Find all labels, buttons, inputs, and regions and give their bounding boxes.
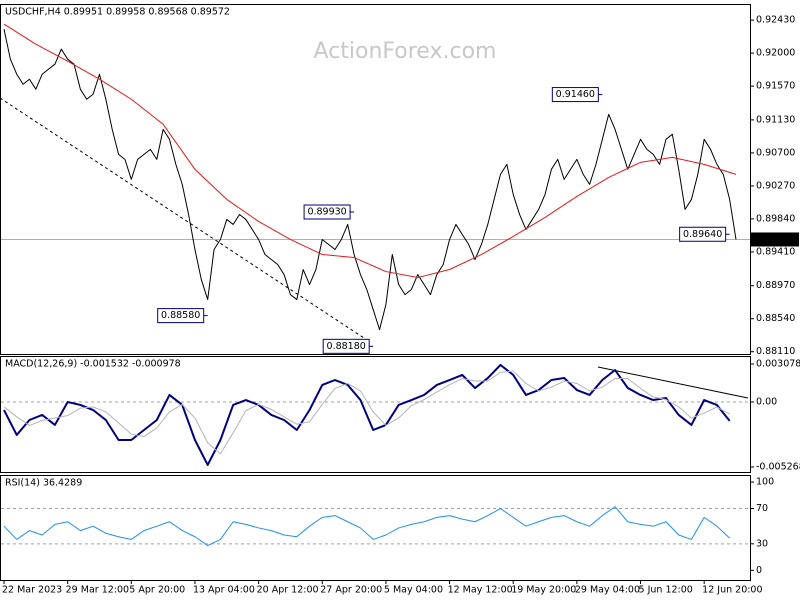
annotation-label: 0.89640	[683, 229, 722, 240]
x-tick-label: 29 May 04:00	[575, 585, 640, 596]
y-tick-label: 0.90270	[756, 180, 795, 191]
y-tick-label: 0.91130	[756, 114, 795, 125]
y-tick-label: 30	[756, 538, 768, 549]
annotation-label: 0.88180	[327, 341, 366, 352]
panel-title: MACD(12,26,9) -0.001532 -0.000978	[5, 359, 181, 370]
y-tick-label: 0.003078	[756, 358, 800, 369]
x-tick-label: 20 Apr 12:00	[257, 585, 319, 596]
y-tick-label: 0.92000	[756, 48, 795, 59]
panel-title: USDCHF,H4 0.89951 0.89958 0.89568 0.8957…	[5, 7, 230, 18]
macd-panel	[0, 356, 751, 473]
panel-title: RSI(14) 36.4289	[5, 478, 82, 489]
current-price-box	[751, 232, 799, 247]
price-panel	[0, 4, 751, 355]
rsi-panel	[0, 475, 751, 581]
y-tick-label: 0.00	[756, 396, 777, 407]
x-tick-label: 12 May 12:00	[448, 585, 513, 596]
y-tick-label: 0.89410	[756, 246, 795, 257]
x-tick-label: 5 May 04:00	[384, 585, 443, 596]
watermark: ActionForex.com	[314, 39, 497, 64]
trend-line	[0, 97, 371, 343]
series-line	[3, 506, 730, 547]
y-tick-label: 0.89840	[756, 213, 795, 224]
y-tick-label: 0.88970	[756, 280, 795, 291]
y-tick-label: -0.005268	[756, 462, 800, 473]
y-tick-label: 100	[756, 477, 774, 488]
series-line	[3, 363, 731, 466]
x-tick-label: 12 Jun 20:00	[702, 585, 762, 596]
x-tick-label: 27 Apr 20:00	[320, 585, 382, 596]
x-tick-label: 13 Apr 04:00	[193, 585, 255, 596]
x-tick-label: 29 Mar 12:00	[66, 585, 129, 596]
series-line	[3, 23, 737, 279]
macd-trend-line	[597, 366, 749, 399]
y-tick-label: 0.88110	[756, 346, 795, 357]
y-tick-label: 0.91570	[756, 81, 795, 92]
x-tick-label: 22 Mar 2023	[2, 585, 62, 596]
series-line	[3, 370, 730, 455]
annotation-box	[679, 226, 727, 242]
series-line	[3, 28, 737, 331]
y-tick-label: 0.88540	[756, 313, 795, 324]
annotation-label: 0.89930	[307, 207, 346, 218]
annotation-label: 0.91460	[556, 89, 595, 100]
annotation-box	[551, 87, 599, 103]
annotation-box	[322, 338, 370, 354]
annotation-box	[303, 204, 351, 220]
y-tick-label: 70	[756, 503, 768, 514]
x-tick-label: 5 Apr 20:00	[129, 585, 185, 596]
annotation-label: 0.88580	[161, 310, 200, 321]
y-tick-label: 0.90700	[756, 147, 795, 158]
x-tick-label: 19 May 20:00	[511, 585, 576, 596]
x-tick-label: 5 Jun 12:00	[639, 585, 693, 596]
y-tick-label: 0.92430	[756, 15, 795, 26]
annotation-box	[157, 308, 205, 324]
current-price-label: 0.89572	[755, 234, 794, 245]
y-tick-label: 0	[756, 565, 762, 576]
